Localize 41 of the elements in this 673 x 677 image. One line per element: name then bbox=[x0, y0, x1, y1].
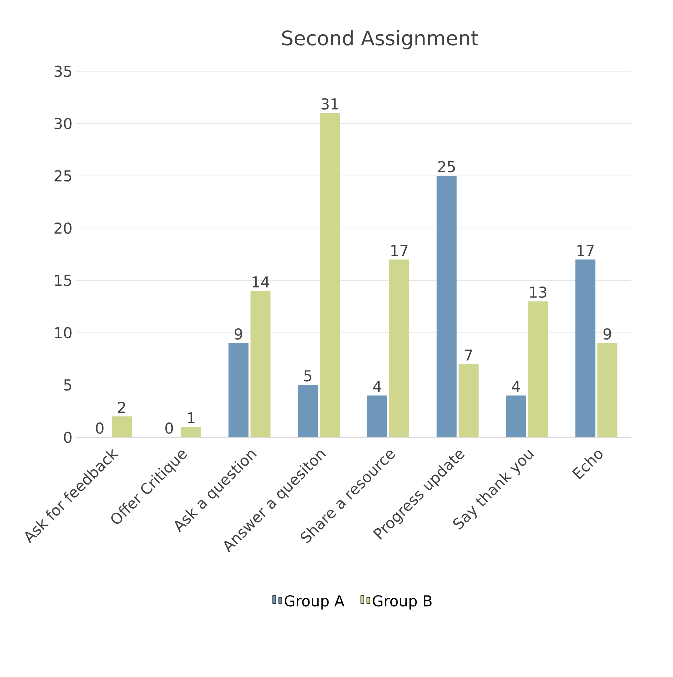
bar bbox=[506, 396, 526, 438]
data-label: 13 bbox=[530, 286, 547, 298]
bar bbox=[528, 302, 548, 438]
bar bbox=[298, 385, 318, 438]
y-tick-label: 15 bbox=[55, 275, 72, 286]
data-label: 17 bbox=[392, 245, 408, 256]
bar bbox=[436, 176, 457, 438]
data-label: 4 bbox=[512, 381, 520, 392]
y-tick-label: 35 bbox=[54, 66, 72, 78]
bar bbox=[598, 343, 618, 438]
data-label: 31 bbox=[322, 98, 338, 110]
data-label: 0 bbox=[166, 422, 174, 434]
bar bbox=[181, 427, 202, 438]
data-label: 0 bbox=[96, 422, 104, 434]
data-label: 9 bbox=[604, 328, 612, 340]
bar bbox=[320, 113, 340, 438]
data-label: 7 bbox=[465, 350, 472, 361]
data-label: 9 bbox=[234, 328, 242, 340]
bar bbox=[367, 396, 388, 438]
data-label: 5 bbox=[304, 370, 312, 382]
data-label: 17 bbox=[578, 245, 594, 256]
legend-label: Group A bbox=[284, 595, 345, 610]
data-label: 14 bbox=[252, 276, 270, 288]
data-label: 4 bbox=[373, 381, 382, 392]
y-tick-label: 30 bbox=[54, 118, 72, 130]
bar bbox=[112, 416, 132, 438]
bar bbox=[389, 260, 410, 438]
bar bbox=[458, 364, 479, 438]
y-tick-label: 0 bbox=[64, 432, 72, 444]
y-tick-label: 25 bbox=[54, 170, 72, 182]
y-tick-label: 20 bbox=[54, 222, 72, 234]
data-label: 25 bbox=[438, 161, 456, 173]
bar bbox=[250, 291, 271, 438]
data-label: 1 bbox=[188, 412, 195, 424]
data-label: 2 bbox=[118, 402, 126, 414]
bar bbox=[228, 343, 249, 438]
y-tick-label: 5 bbox=[64, 380, 72, 391]
y-tick-label: 10 bbox=[55, 327, 72, 339]
chart-title: Second Assignment bbox=[282, 30, 478, 50]
legend-label: Group B bbox=[373, 595, 432, 610]
bar bbox=[576, 260, 596, 438]
